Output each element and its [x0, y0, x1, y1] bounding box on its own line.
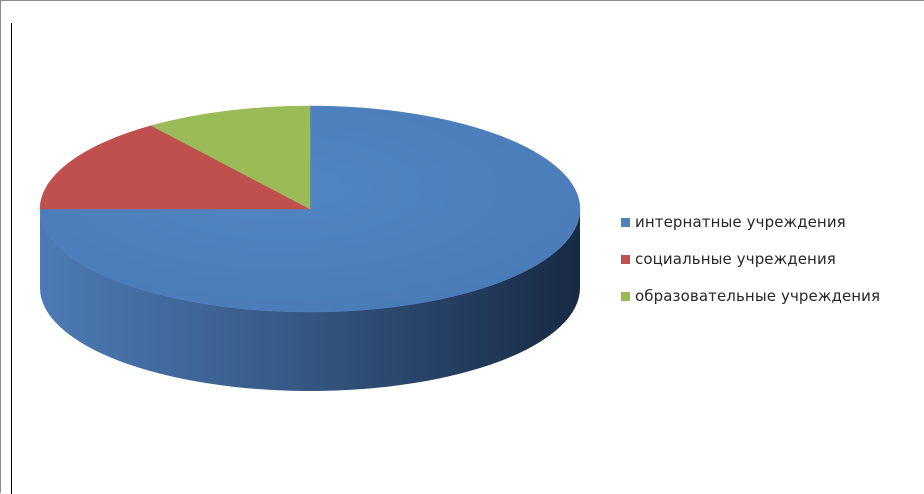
pie-side-wall	[40, 209, 580, 391]
legend-label-internat: интернатные учреждения	[635, 213, 846, 231]
legend-entry-social: социальные учреждения	[621, 249, 880, 269]
pie-top-layer	[39, 105, 581, 313]
legend-swatch-social	[621, 254, 630, 264]
plot-left-edge	[11, 23, 12, 494]
pie-side-layer	[40, 209, 580, 391]
legend: интернатные учреждения социальные учрежд…	[621, 212, 880, 323]
legend-swatch-internat	[621, 217, 630, 227]
pie-slice-education	[150, 105, 311, 210]
legend-label-social: социальные учреждения	[635, 250, 836, 268]
legend-swatch-education	[621, 291, 630, 301]
pie-slice-social	[39, 125, 311, 210]
legend-entry-education: образовательные учреждения	[621, 286, 880, 306]
legend-label-education: образовательные учреждения	[635, 287, 881, 305]
legend-entry-internat: интернатные учреждения	[621, 212, 880, 232]
